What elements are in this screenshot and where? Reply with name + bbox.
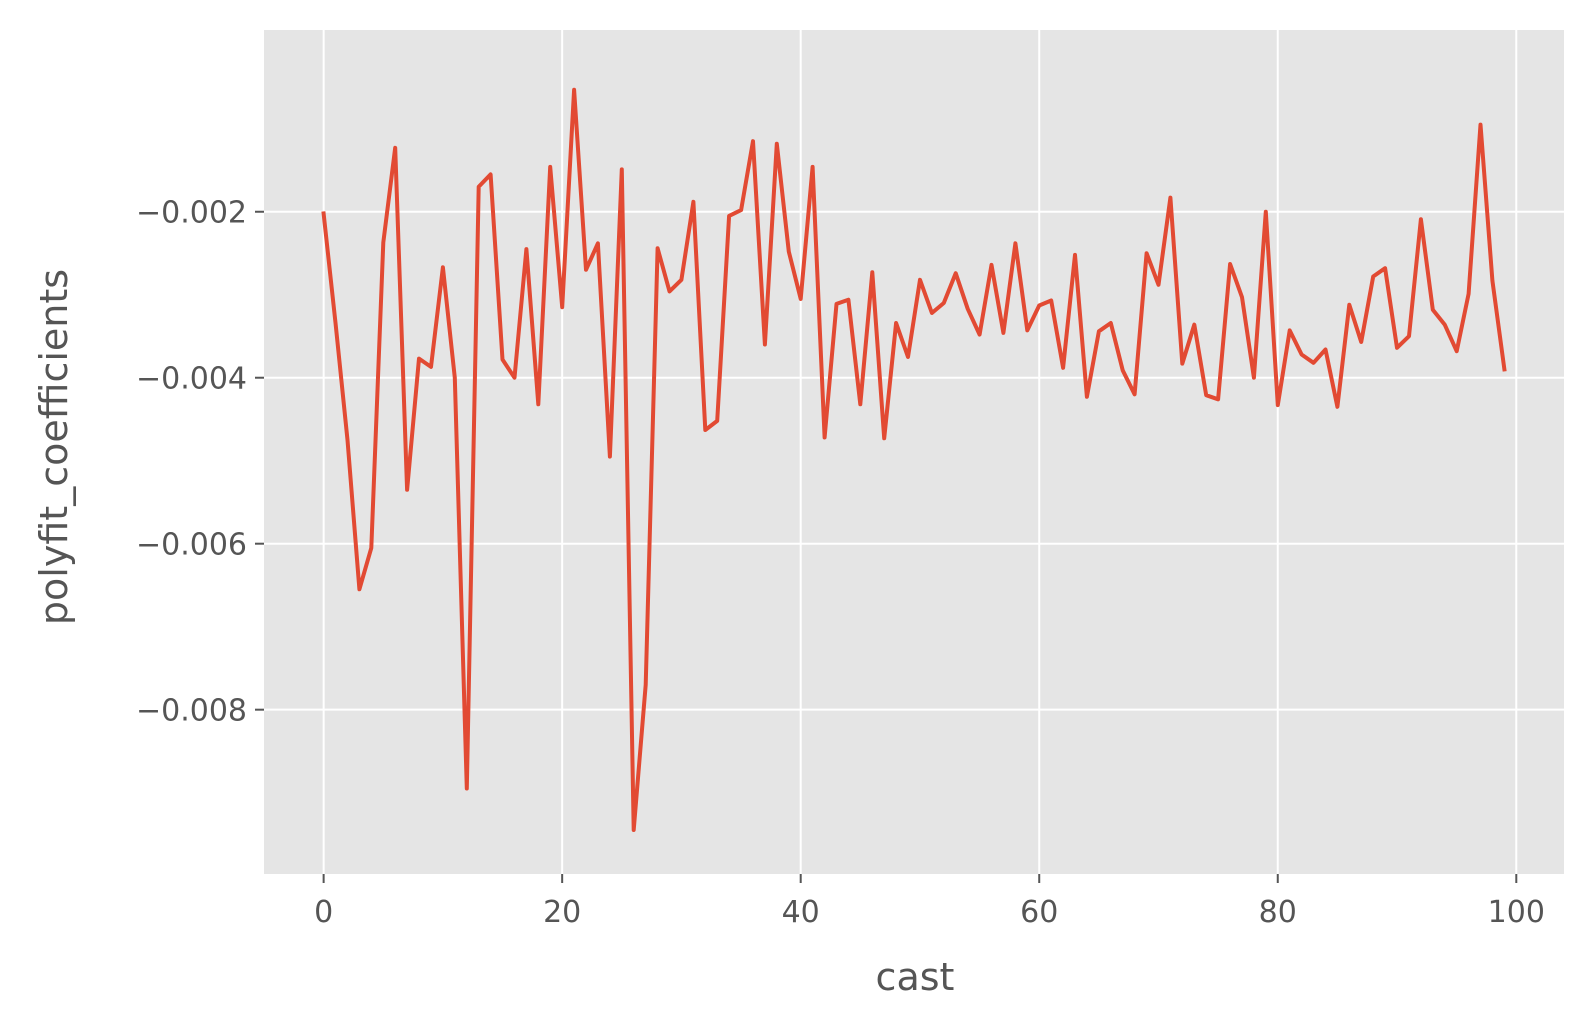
series-line — [321, 87, 1507, 832]
x-tick-label: 100 — [1488, 895, 1545, 930]
series-layer — [321, 87, 1507, 832]
y-tick-label: −0.004 — [136, 362, 247, 397]
y-tick-label: −0.002 — [136, 196, 247, 231]
x-tick-label: 80 — [1259, 895, 1297, 930]
y-axis-label: polyfit_coefficients — [32, 269, 76, 625]
x-tick-label: 20 — [543, 895, 581, 930]
x-tick-label: 60 — [1020, 895, 1058, 930]
plot-area — [264, 30, 1564, 874]
x-tick-label: 40 — [782, 895, 820, 930]
x-tick-label: 0 — [314, 895, 333, 930]
grid-lines — [264, 30, 1564, 874]
x-axis-label: cast — [876, 955, 955, 999]
y-tick-label: −0.006 — [136, 528, 247, 563]
y-tick-label: −0.008 — [136, 694, 247, 729]
axis-ticks: 0 20 40 60 80 100 −0.002 −0.004 −0.006 −0.008 — [136, 196, 1545, 930]
